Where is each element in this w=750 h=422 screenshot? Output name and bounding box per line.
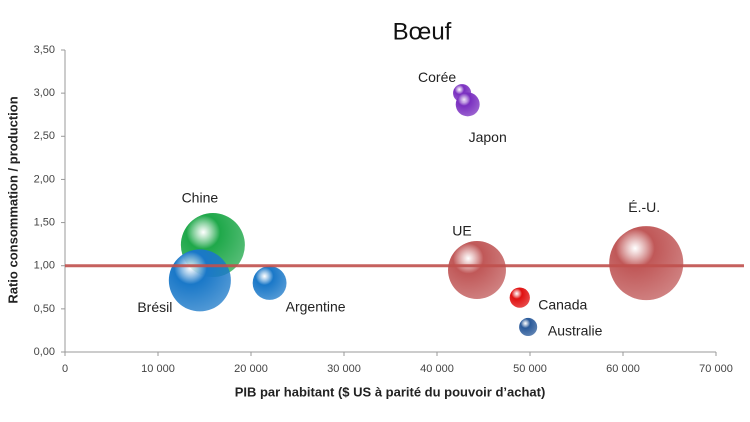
x-tick-label: 50 000 — [513, 363, 547, 375]
x-tick-label: 40 000 — [420, 363, 454, 375]
y-tick-label: 0,00 — [34, 346, 55, 358]
bubble-label: Canada — [538, 296, 587, 312]
bubble-label: UE — [452, 223, 471, 239]
y-tick-label: 2,50 — [34, 130, 55, 142]
y-tick-label: 3,00 — [34, 87, 55, 99]
x-tick-label: 30 000 — [327, 363, 361, 375]
x-tick-label: 10 000 — [141, 363, 175, 375]
x-tick-label: 70 000 — [699, 363, 733, 375]
bubble — [448, 241, 506, 300]
bubble-label: Corée — [418, 69, 456, 85]
bubble — [519, 317, 538, 337]
y-tick-label: 0,50 — [34, 303, 55, 315]
y-axis-title: Ratio consommation / production — [5, 96, 20, 303]
bubble — [252, 266, 287, 300]
x-tick-label: 20 000 — [234, 363, 268, 375]
bubble-label: Argentine — [286, 299, 346, 315]
bubble-label: Japon — [469, 129, 507, 145]
bubble-label: Brésil — [137, 299, 172, 315]
bubble — [168, 249, 231, 312]
bubble — [455, 92, 480, 117]
chart-title: Bœuf — [393, 18, 452, 45]
y-tick-label: 1,00 — [34, 260, 55, 272]
bubble-label: É.-U. — [628, 199, 660, 215]
y-tick-label: 2,00 — [34, 173, 55, 185]
bubble-label: Chine — [182, 190, 219, 206]
bubble — [609, 226, 684, 301]
bubble — [509, 287, 530, 308]
x-tick-label: 60 000 — [606, 363, 640, 375]
x-axis-title: PIB par habitant ($ US à parité du pouvo… — [235, 384, 546, 399]
x-tick-label: 0 — [62, 363, 68, 375]
y-tick-label: 3,50 — [34, 44, 55, 56]
y-tick-label: 1,50 — [34, 216, 55, 228]
bubble-label: Australie — [548, 323, 603, 339]
